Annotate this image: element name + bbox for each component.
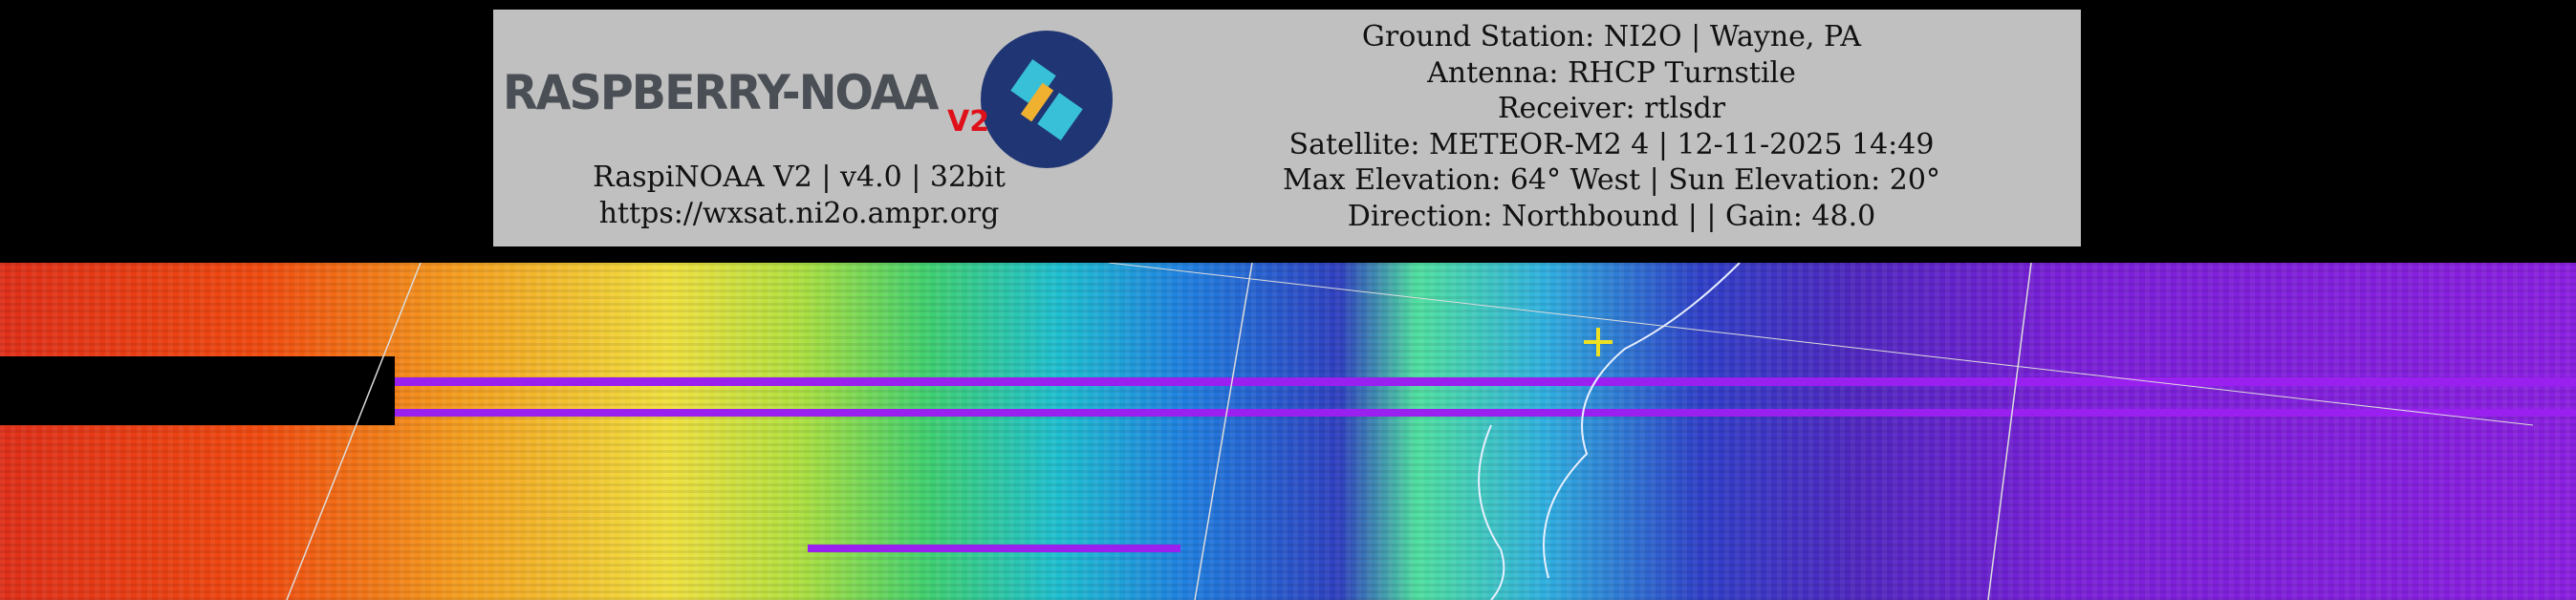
logo-text: RASPBERRY-NOAA — [503, 65, 939, 120]
missing-data-block — [0, 356, 395, 425]
ground-station: Ground Station: NI2O | Wayne, PA — [1361, 20, 1862, 54]
antenna: Antenna: RHCP Turnstile — [1427, 55, 1796, 90]
receiver: Receiver: rtlsdr — [1497, 92, 1726, 125]
elevation: Max Elevation: 64° West | Sun Elevation:… — [1283, 163, 1940, 197]
software-version: RaspiNOAA V2 | v4.0 | 32bit — [593, 161, 1006, 194]
direction-gain: Direction: Northbound | | Gain: 48.0 — [1347, 199, 1876, 233]
pass-info: Ground Station: NI2O | Wayne, PA Antenna… — [1153, 19, 2070, 234]
info-header: RASPBERRY-NOAA V2 RaspiNOAA V2 | v4.0 | … — [493, 10, 2081, 246]
satellite-datetime: Satellite: METEOR-M2 4 | 12-11-2025 14:4… — [1288, 127, 1935, 161]
station-url: https://wxsat.ni2o.ampr.org — [598, 197, 1000, 230]
satellite-logo-icon — [981, 31, 1113, 168]
crosshair-icon — [1584, 328, 1613, 356]
raspberry-noaa-logo: RASPBERRY-NOAA V2 — [503, 19, 1113, 168]
map-overlay — [286, 263, 2534, 600]
noise-stripe — [808, 545, 1180, 552]
noise-stripe — [395, 409, 2576, 417]
noise-stripe — [395, 377, 2576, 386]
satellite-image — [0, 263, 2576, 600]
logo-badge: V2 — [947, 105, 990, 139]
